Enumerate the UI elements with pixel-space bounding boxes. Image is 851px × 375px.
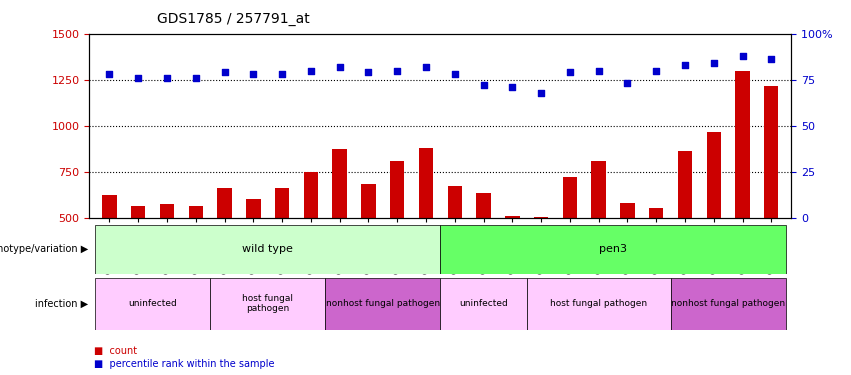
Point [391,68,404,74]
Point [448,71,461,77]
Point [563,69,577,75]
Point [764,57,778,63]
Point [304,68,317,74]
Bar [477,193,491,309]
Bar [333,148,347,309]
Text: ■  percentile rank within the sample: ■ percentile rank within the sample [94,359,274,369]
Bar [304,172,318,309]
Bar [591,160,606,309]
Bar [246,199,260,309]
Text: GDS1785 / 257791_at: GDS1785 / 257791_at [157,12,310,26]
Bar [275,188,289,309]
Point [189,75,203,81]
Point [247,71,260,77]
Bar [706,132,721,309]
Point [678,62,692,68]
Point [218,69,231,75]
Text: wild type: wild type [243,244,294,254]
Bar [505,216,519,309]
Point [477,82,490,88]
Text: ■  count: ■ count [94,346,137,355]
Bar [527,278,671,330]
Bar [419,148,433,309]
Bar [671,278,785,330]
Bar [448,186,462,309]
Point [333,64,346,70]
Point [505,84,519,90]
Text: pen3: pen3 [599,244,627,254]
Point [420,64,433,70]
Bar [102,195,117,309]
Bar [441,225,785,274]
Point [707,60,721,66]
Bar [563,177,577,309]
Bar [534,217,548,309]
Text: nonhost fungal pathogen: nonhost fungal pathogen [326,299,440,308]
Text: genotype/variation ▶: genotype/variation ▶ [0,244,89,254]
Text: uninfected: uninfected [460,299,508,308]
Point [160,75,174,81]
Text: nonhost fungal pathogen: nonhost fungal pathogen [671,299,785,308]
Bar [210,278,325,330]
Bar [160,204,174,309]
Point [362,69,375,75]
Bar [95,278,210,330]
Point [534,90,548,96]
Text: host fungal pathogen: host fungal pathogen [550,299,648,308]
Bar [441,278,527,330]
Text: uninfected: uninfected [129,299,177,308]
Bar [189,207,203,309]
Bar [325,278,441,330]
Bar [131,206,146,309]
Text: infection ▶: infection ▶ [36,299,89,309]
Bar [217,188,231,309]
Point [131,75,145,81]
Point [736,53,750,59]
Bar [649,209,664,309]
Bar [764,86,779,309]
Point [276,71,289,77]
Point [591,68,605,74]
Point [103,71,117,77]
Bar [362,184,375,309]
Bar [95,225,441,274]
Bar [735,70,750,309]
Bar [620,203,635,309]
Text: host fungal
pathogen: host fungal pathogen [243,294,294,314]
Bar [677,152,692,309]
Point [620,80,634,86]
Bar [390,160,404,309]
Point [649,68,663,74]
